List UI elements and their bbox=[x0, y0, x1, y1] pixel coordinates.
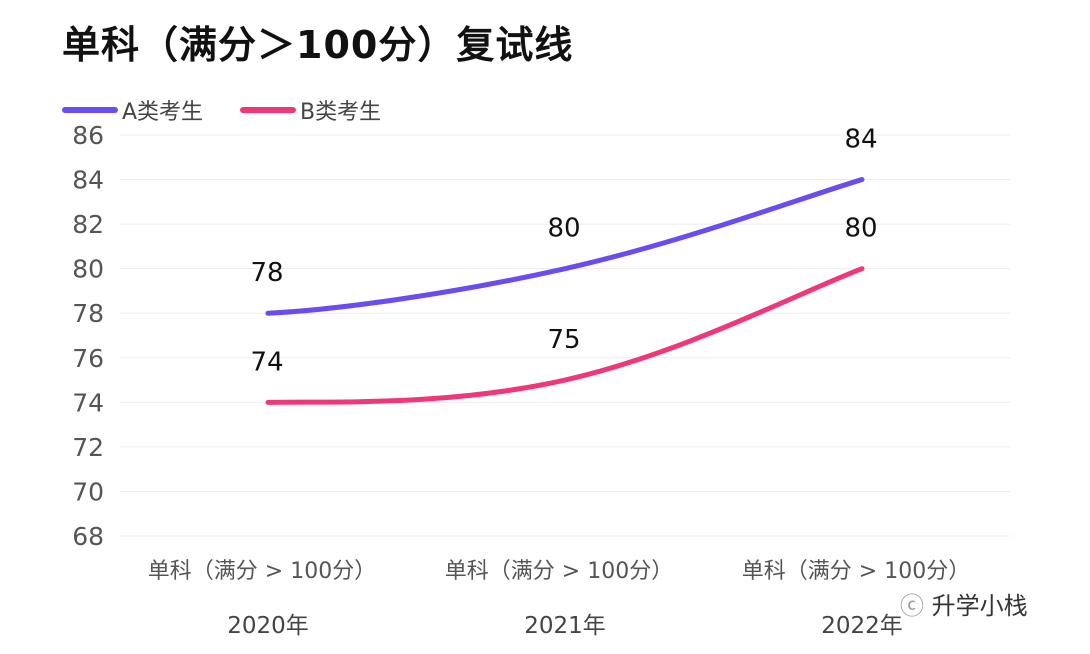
y-tick-label: 84 bbox=[72, 166, 104, 195]
y-tick-label: 86 bbox=[72, 121, 104, 150]
legend-item-a: A类考生 bbox=[62, 94, 203, 126]
legend-item-b: B类考生 bbox=[240, 94, 381, 126]
chart-title: 单科（满分＞100分）复试线 bbox=[62, 23, 574, 67]
x-group-label: 2021年 bbox=[524, 613, 606, 639]
data-label: 84 bbox=[844, 125, 877, 155]
y-tick-label: 74 bbox=[72, 388, 104, 417]
wechat-icon: ⓒ bbox=[900, 592, 932, 620]
data-label: 75 bbox=[547, 325, 580, 355]
x-tick-label: 单科（满分 > 100分） bbox=[148, 559, 376, 584]
data-label: 80 bbox=[844, 214, 877, 244]
data-label: 80 bbox=[547, 214, 580, 244]
series-line-b bbox=[265, 266, 865, 405]
data-label: 74 bbox=[250, 347, 283, 377]
watermark-text: 升学小栈 bbox=[931, 592, 1028, 620]
legend-label-b: B类考生 bbox=[300, 100, 382, 125]
legend-swatch-a bbox=[62, 107, 118, 113]
y-tick-label: 68 bbox=[72, 522, 104, 551]
x-tick-label: 单科（满分 > 100分） bbox=[742, 559, 970, 584]
y-tick-label: 72 bbox=[72, 433, 104, 462]
x-group-label: 2020年 bbox=[227, 613, 309, 639]
y-tick-label: 70 bbox=[72, 477, 104, 506]
legend-swatch-b bbox=[240, 107, 296, 113]
y-tick-label: 78 bbox=[72, 299, 104, 328]
x-group-label: 2022年 bbox=[821, 613, 903, 639]
y-tick-label: 82 bbox=[72, 210, 104, 239]
y-tick-label: 80 bbox=[72, 255, 104, 284]
x-tick-label: 单科（满分 > 100分） bbox=[445, 559, 673, 584]
y-tick-label: 76 bbox=[72, 344, 104, 373]
watermark: ⓒ 升学小栈 bbox=[900, 586, 1028, 621]
data-label: 78 bbox=[250, 258, 283, 288]
legend-label-a: A类考生 bbox=[122, 100, 204, 125]
series-line-a bbox=[265, 177, 865, 316]
